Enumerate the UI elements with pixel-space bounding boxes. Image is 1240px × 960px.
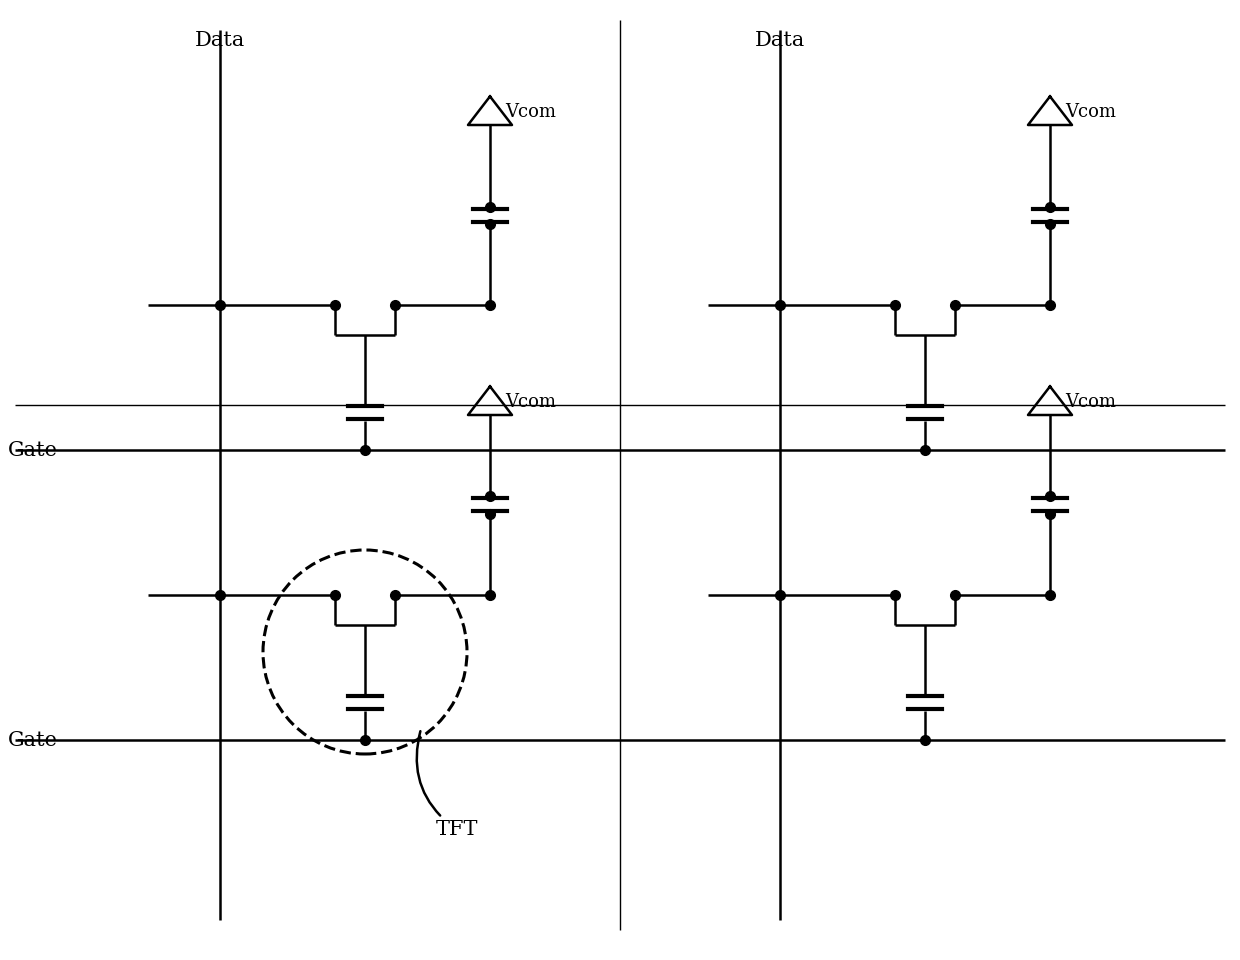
Text: TFT: TFT (417, 732, 479, 839)
Text: Vcom: Vcom (1065, 393, 1116, 411)
Text: Gate: Gate (7, 441, 58, 460)
Text: Vcom: Vcom (505, 103, 556, 121)
Text: Vcom: Vcom (1065, 103, 1116, 121)
Text: Gate: Gate (7, 731, 58, 750)
Text: Data: Data (195, 31, 246, 50)
Text: Vcom: Vcom (505, 393, 556, 411)
Text: Data: Data (755, 31, 805, 50)
